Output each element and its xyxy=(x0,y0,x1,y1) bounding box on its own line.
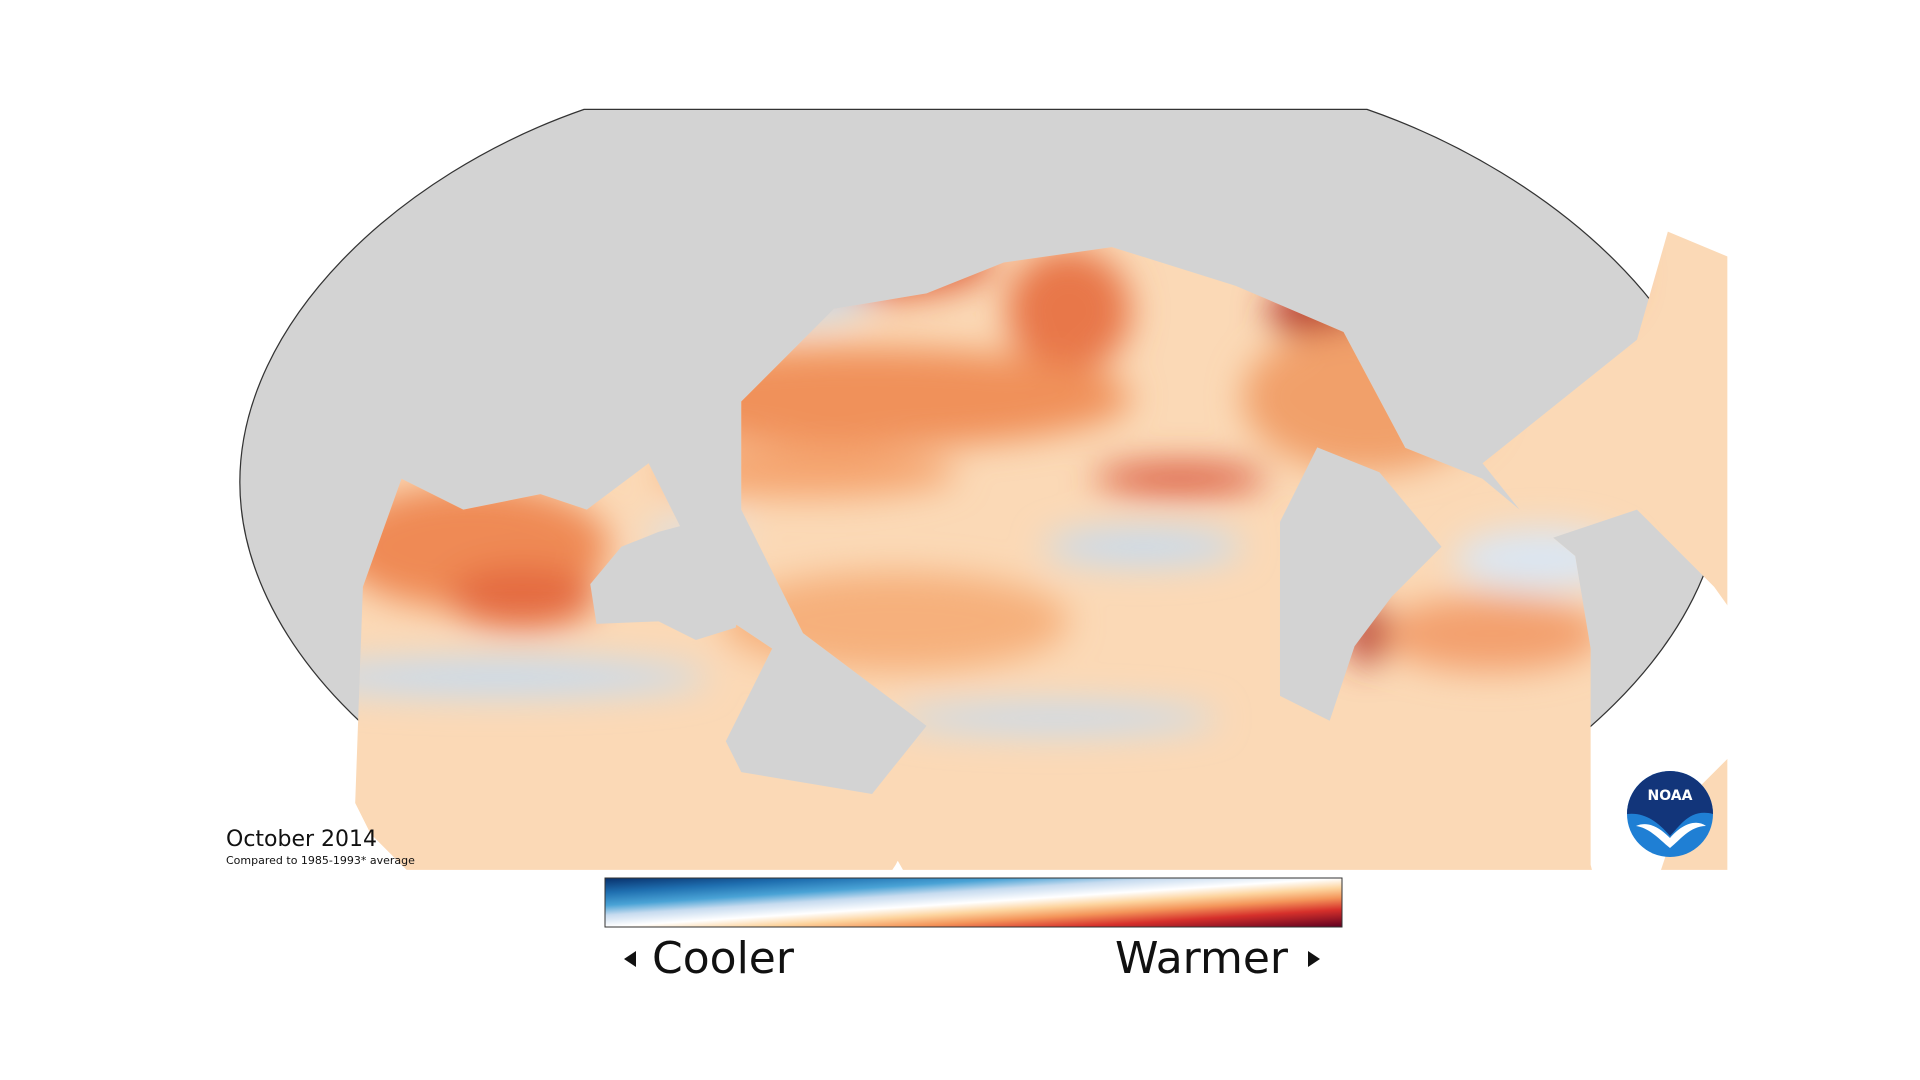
warmer-arrow xyxy=(1308,951,1320,967)
south-america xyxy=(1279,447,1442,721)
map-subtitle: Compared to 1985-1993* average xyxy=(226,854,415,867)
noaa-logo: NOAA xyxy=(1627,771,1713,857)
australia xyxy=(590,521,746,640)
cooler-label: Cooler xyxy=(652,933,795,984)
cooler-arrow xyxy=(624,951,636,967)
logo-text: NOAA xyxy=(1648,788,1693,804)
warmer-label: Warmer xyxy=(1115,933,1289,984)
color-bar xyxy=(604,877,1343,928)
map-title: October 2014 xyxy=(226,827,377,852)
continents xyxy=(590,447,1442,721)
